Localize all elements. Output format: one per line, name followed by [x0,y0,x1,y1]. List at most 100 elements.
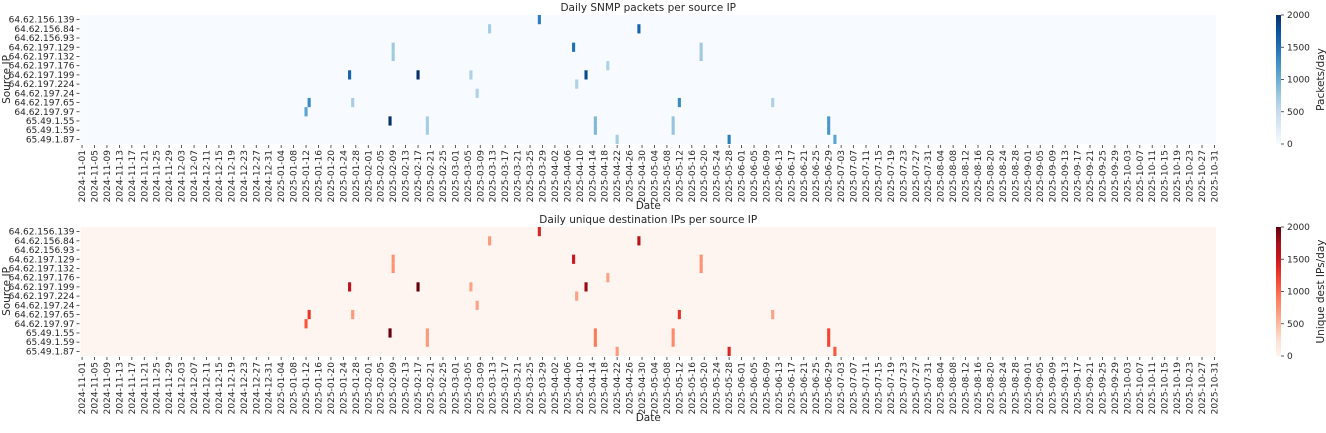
x-tick-label: 2024-11-13 [115,362,125,414]
colorbar-segment [1276,111,1281,115]
heatmap-cell [391,51,395,62]
colorbar-segment [1276,305,1281,308]
y-tick-label: 64.62.156.93 [14,34,74,44]
x-tick-label: 2025-10-31 [1210,150,1220,202]
x-tick-label: 2024-11-21 [140,362,150,414]
colorbar-segment [1276,123,1281,127]
x-tick-label: 2025-01-24 [339,362,349,415]
x-tick-label: 2025-03-13 [489,362,499,414]
y-tick-label: 64.62.156.139 [9,228,75,238]
colorbar-segment [1276,275,1281,278]
heatmap-cell [593,328,597,338]
colorbar-segment [1276,139,1281,143]
x-tick-label: 2025-02-09 [389,362,399,415]
x-tick-label: 2025-04-02 [551,362,561,414]
x-tick-label: 2025-07-11 [862,362,872,414]
colorbar-segment [1276,57,1281,60]
colorbar-segment [1276,267,1281,270]
x-tick-label: 2025-09-29 [1111,362,1121,415]
x-tick-label: 2025-10-11 [1148,150,1158,202]
colorbar-segment [1276,51,1281,54]
colorbar-segment [1276,249,1281,252]
heatmap-cell [475,88,479,98]
x-tick-label: 2025-04-22 [613,362,623,414]
x-tick-label: 2025-01-04 [277,362,287,415]
x-tick-label: 2025-10-23 [1186,150,1196,202]
x-tick-label: 2025-06-29 [825,362,835,415]
x-tick-label: 2025-01-16 [314,362,324,415]
colorbar-tick-label: 0 [1287,140,1293,150]
colorbar-segment [1276,37,1281,40]
chart-title: Daily unique destination IPs per source … [539,214,757,226]
colorbar-segment [1276,317,1281,321]
x-tick-label: 2025-01-08 [290,150,300,203]
colorbar-segment [1276,29,1281,32]
x-tick-label: 2025-10-15 [1161,150,1171,202]
x-tick-label: 2024-12-31 [265,150,275,202]
x-tick-label: 2024-12-07 [190,150,200,202]
colorbar-segment [1276,15,1281,18]
heatmap-cell [348,70,352,80]
heatmap-cell [699,51,703,62]
x-tick-label: 2025-06-29 [825,150,835,203]
x-tick-label: 2025-03-17 [501,150,511,202]
colorbar-segment [1276,335,1281,339]
x-tick-label: 2025-03-09 [476,362,486,415]
x-tick-label: 2025-04-06 [563,362,573,415]
colorbar-segment [1276,349,1281,353]
x-tick-label: 2024-12-23 [240,362,250,414]
heatmap-cell [391,42,395,52]
heatmap-cell [388,116,392,126]
heatmap-cell [671,125,675,135]
heatmap-cell [827,116,831,126]
y-axis-label: Source IP [1,267,13,316]
x-tick-label: 2025-02-13 [402,150,412,202]
colorbar-segment [1276,97,1281,100]
x-tick-label: 2024-12-03 [178,362,188,414]
x-tick-label: 2024-11-29 [165,150,175,203]
colorbar-segment [1276,295,1281,298]
x-tick-label: 2025-03-29 [538,150,548,203]
heatmap-cell [388,328,392,338]
x-tick-label: 2025-04-18 [601,362,611,415]
colorbar-segment [1276,325,1281,329]
colorbar-segment [1276,277,1281,280]
x-tick-label: 2024-12-03 [178,150,188,202]
heatmap-background [80,227,1216,356]
y-tick-label: 64.62.197.132 [9,52,75,62]
colorbar-segment [1276,93,1281,96]
y-tick-label: 64.62.197.129 [9,43,75,53]
x-tick-label: 2024-11-01 [78,150,88,202]
colorbar-segment [1276,239,1281,242]
y-tick-label: 65.49.1.87 [26,135,75,145]
x-tick-label: 2025-10-03 [1123,150,1133,202]
x-tick-label: 2025-03-05 [464,362,474,414]
colorbar-segment [1276,315,1281,319]
x-tick-label: 2025-09-13 [1061,150,1071,202]
x-tick-label: 2025-03-01 [451,362,461,414]
colorbar-segment [1276,339,1281,343]
chart-title: Daily SNMP packets per source IP [560,2,736,14]
heatmap-cell [575,79,579,89]
x-tick-label: 2025-03-13 [489,150,499,202]
colorbar-segment [1276,85,1281,88]
colorbar-segment [1276,41,1281,44]
y-tick-label: 64.62.197.176 [9,62,75,72]
x-tick-label: 2024-12-07 [190,362,200,414]
heatmap-cell [307,97,311,108]
colorbar-segment [1276,293,1281,296]
colorbar-segment [1276,273,1281,276]
colorbar-segment [1276,313,1281,316]
heatmap-cell [391,254,395,264]
x-tick-label: 2024-11-25 [153,362,163,414]
y-tick-label: 64.62.197.65 [14,99,74,109]
colorbar-segment [1276,309,1281,312]
x-tick-label: 2025-06-17 [787,362,797,414]
heatmap-cell [425,328,429,338]
colorbar-segment [1276,63,1281,66]
x-tick-label: 2025-07-15 [874,362,884,414]
x-tick-label: 2025-08-28 [1011,362,1021,415]
colorbar-segment [1276,35,1281,38]
heatmap-cell [727,134,731,144]
